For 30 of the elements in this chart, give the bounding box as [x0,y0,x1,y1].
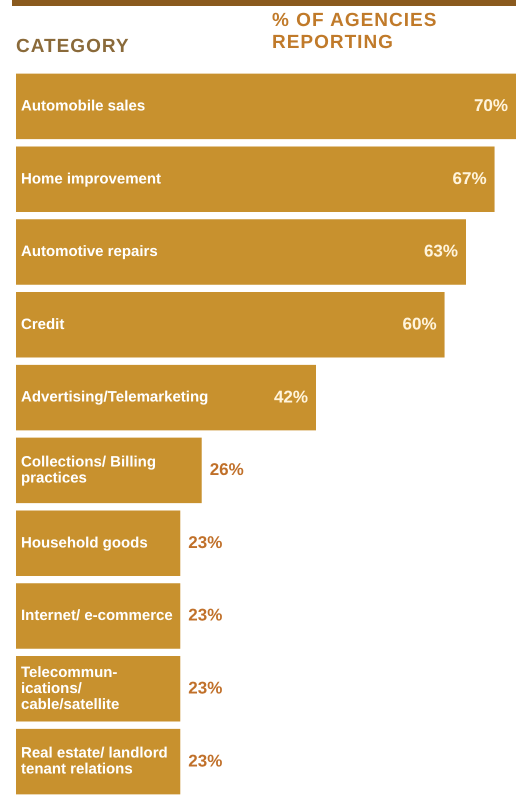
bar [16,364,316,430]
y-tick-label: Automotive repairs [21,243,158,260]
data-label: 60% [402,314,437,334]
data-label: 70% [474,96,508,116]
bar [16,510,180,576]
y-tick-label: Collections/ Billing practices [21,454,156,487]
bar [16,219,466,285]
data-label: 23% [188,532,222,552]
y-tick-label: Advertising/Telemarketing [21,388,208,406]
y-axis-title: CATEGORY [16,36,130,58]
bar [16,146,495,212]
y-tick-label: Credit [21,316,64,333]
data-label: 23% [188,678,222,698]
bar [16,438,202,504]
y-tick-label: Home improvement [21,170,162,188]
y-tick-label: Internet/ e-commerce [21,607,173,624]
bar [16,292,445,358]
x-axis-title: % OF AGENCIES REPORTING [272,10,438,54]
data-label: 67% [452,168,487,188]
bar [16,583,180,649]
data-label: 63% [424,242,458,261]
data-label: 42% [274,387,308,406]
y-tick-label: Telecommun- ications/ cable/satellite [21,664,120,713]
data-label: 26% [210,460,244,480]
y-tick-label: Automobile sales [21,98,146,115]
y-tick-label: Real estate/ landlord tenant relations [21,744,168,778]
y-tick-label: Household goods [21,534,148,552]
data-label: 23% [188,751,222,770]
data-label: 23% [188,606,222,625]
bar [16,74,516,140]
